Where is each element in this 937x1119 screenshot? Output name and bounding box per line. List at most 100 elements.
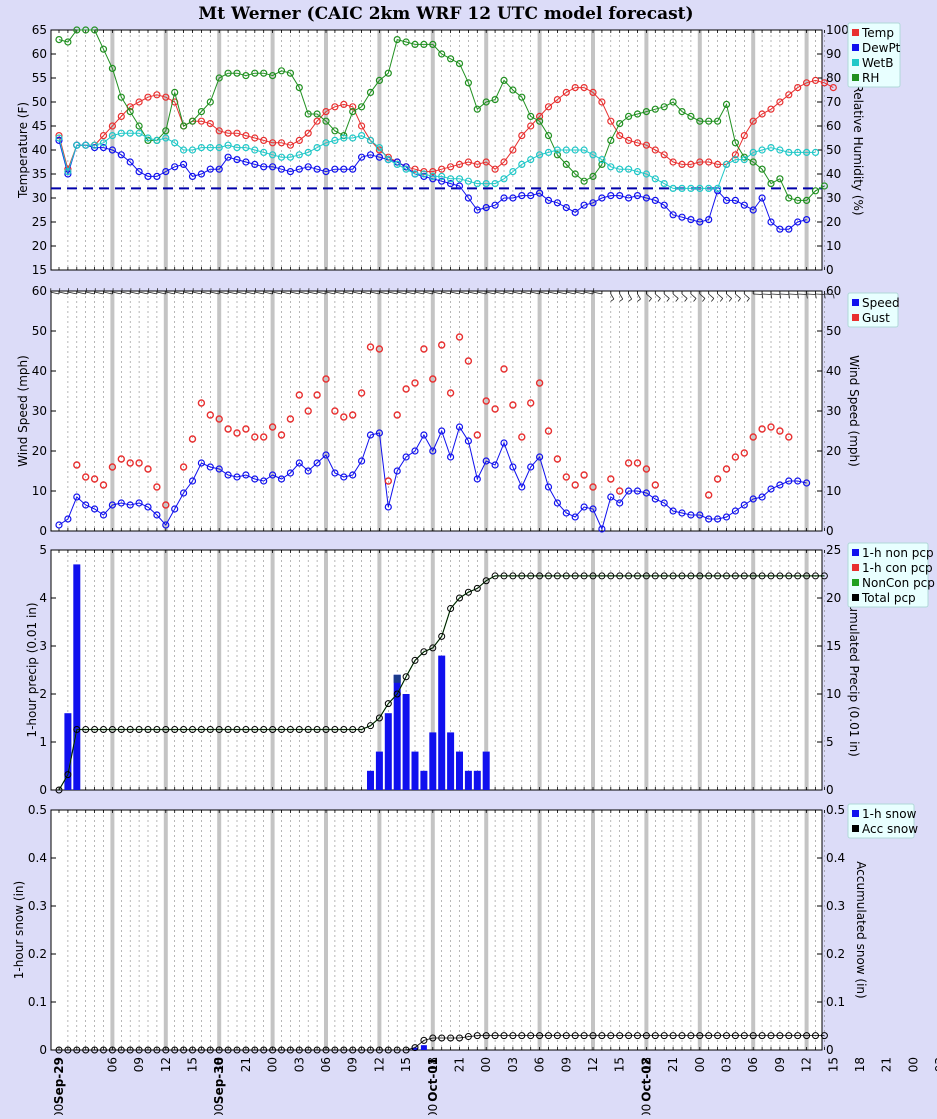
- y-axis-label-right: Relative Humidity (%): [851, 84, 865, 215]
- x-date-label: Oct-02: [639, 1057, 653, 1102]
- precip-bar: [403, 694, 410, 790]
- legend-swatch: [852, 549, 859, 556]
- y-tick-label: 0.4: [826, 851, 845, 865]
- precip-bar: [73, 564, 80, 790]
- y-tick-label: 0: [826, 263, 834, 277]
- y-tick-label: 20: [32, 239, 47, 253]
- x-tick-label: 09: [132, 1057, 146, 1072]
- precip-bar: [447, 732, 454, 790]
- y-tick-label: 50: [32, 324, 47, 338]
- y-tick-label: 25: [826, 543, 841, 557]
- legend-label: 1-h non pcp: [862, 546, 934, 560]
- legend-label: Gust: [862, 311, 890, 325]
- y-tick-label: 0.1: [28, 995, 47, 1009]
- precip-bar: [483, 752, 490, 790]
- legend-label: Total pcp: [861, 591, 916, 605]
- x-tick-label: 03: [720, 1057, 734, 1072]
- x-tick-label: 00: [479, 1057, 493, 1072]
- legend-label: RH: [862, 71, 879, 85]
- x-date-hour-label: 00: [212, 1104, 226, 1115]
- y-tick-label: 15: [32, 263, 47, 277]
- x-tick-label: 00: [906, 1057, 920, 1072]
- y-tick-label: 0.3: [28, 899, 47, 913]
- y-tick-label: 0.1: [826, 995, 845, 1009]
- x-tick-label: 03: [292, 1057, 306, 1072]
- x-tick-label: 15: [826, 1057, 840, 1072]
- y-tick-label: 0.4: [28, 851, 47, 865]
- y-tick-label: 0: [39, 1043, 47, 1057]
- legend-swatch: [852, 810, 859, 817]
- y-tick-label: 100: [826, 23, 849, 37]
- y-tick-label: 10: [826, 239, 841, 253]
- y-tick-label: 20: [32, 444, 47, 458]
- y-tick-label: 70: [826, 95, 841, 109]
- legend-label: 1-h snow: [862, 807, 917, 821]
- x-tick-label: 06: [533, 1057, 547, 1072]
- panel-snow: 00.10.20.30.40.500.10.20.30.40.51-hour s…: [12, 803, 918, 1057]
- x-tick-label: 00: [266, 1057, 280, 1072]
- x-date-label: Sep-30: [212, 1057, 226, 1104]
- legend-label: WetB: [862, 56, 893, 70]
- y-tick-label: 0: [39, 524, 47, 538]
- y-tick-label: 5: [39, 543, 47, 557]
- y-tick-label: 50: [826, 143, 841, 157]
- legend-label: Speed: [862, 296, 900, 310]
- x-tick-label: 06: [746, 1057, 760, 1072]
- y-tick-label: 40: [32, 364, 47, 378]
- y-tick-label: 10: [32, 484, 47, 498]
- legend-swatch: [852, 314, 859, 321]
- y-tick-label: 2: [39, 687, 47, 701]
- snow-bar: [421, 1045, 427, 1050]
- x-tick-label: 12: [159, 1057, 173, 1072]
- x-tick-label: 15: [399, 1057, 413, 1072]
- y-axis-label-right: Wind Speed (mph): [847, 355, 861, 467]
- x-tick-label: 21: [239, 1057, 253, 1072]
- legend-swatch: [852, 74, 859, 81]
- x-tick-label: 09: [559, 1057, 573, 1072]
- legend-swatch: [852, 44, 859, 51]
- x-date-hour-label: 00: [52, 1104, 66, 1115]
- x-tick-label: 12: [586, 1057, 600, 1072]
- y-tick-label: 10: [826, 687, 841, 701]
- y-tick-label: 25: [32, 215, 47, 229]
- legend-label: 1-h con pcp: [862, 561, 933, 575]
- y-tick-label: 50: [32, 95, 47, 109]
- y-tick-label: 0.2: [826, 947, 845, 961]
- precip-bar: [420, 771, 427, 790]
- y-tick-label: 0: [826, 783, 834, 797]
- x-tick-label: 12: [800, 1057, 814, 1072]
- precip-bar: [438, 656, 445, 790]
- y-tick-label: 30: [32, 404, 47, 418]
- y-tick-label: 30: [826, 191, 841, 205]
- chart-title: Mt Werner (CAIC 2km WRF 12 UTC model for…: [198, 4, 693, 24]
- x-date-hour-label: 00: [639, 1104, 653, 1115]
- legend-label: Temp: [861, 26, 894, 40]
- legend-swatch: [852, 59, 859, 66]
- x-tick-label: 09: [773, 1057, 787, 1072]
- y-tick-label: 40: [826, 364, 841, 378]
- y-tick-label: 90: [826, 47, 841, 61]
- y-tick-label: 20: [826, 444, 841, 458]
- legend-swatch: [852, 825, 859, 832]
- y-tick-label: 0.2: [28, 947, 47, 961]
- y-tick-label: 5: [826, 735, 834, 749]
- x-tick-label: 15: [613, 1057, 627, 1072]
- legend-swatch: [852, 29, 859, 36]
- precip-bar: [367, 771, 374, 790]
- y-tick-label: 20: [826, 215, 841, 229]
- x-tick-label: 21: [880, 1057, 894, 1072]
- y-tick-label: 15: [826, 639, 841, 653]
- y-tick-label: 65: [32, 23, 47, 37]
- y-tick-label: 4: [39, 591, 47, 605]
- y-tick-label: 30: [32, 191, 47, 205]
- x-tick-label: 18: [853, 1057, 867, 1072]
- y-tick-label: 30: [826, 404, 841, 418]
- y-tick-label: 60: [826, 119, 841, 133]
- precip-bar: [429, 732, 436, 790]
- legend-swatch: [852, 299, 859, 306]
- legend-swatch: [852, 594, 859, 601]
- precip-bar: [376, 752, 383, 790]
- x-tick-label: 06: [105, 1057, 119, 1072]
- y-tick-label: 0.3: [826, 899, 845, 913]
